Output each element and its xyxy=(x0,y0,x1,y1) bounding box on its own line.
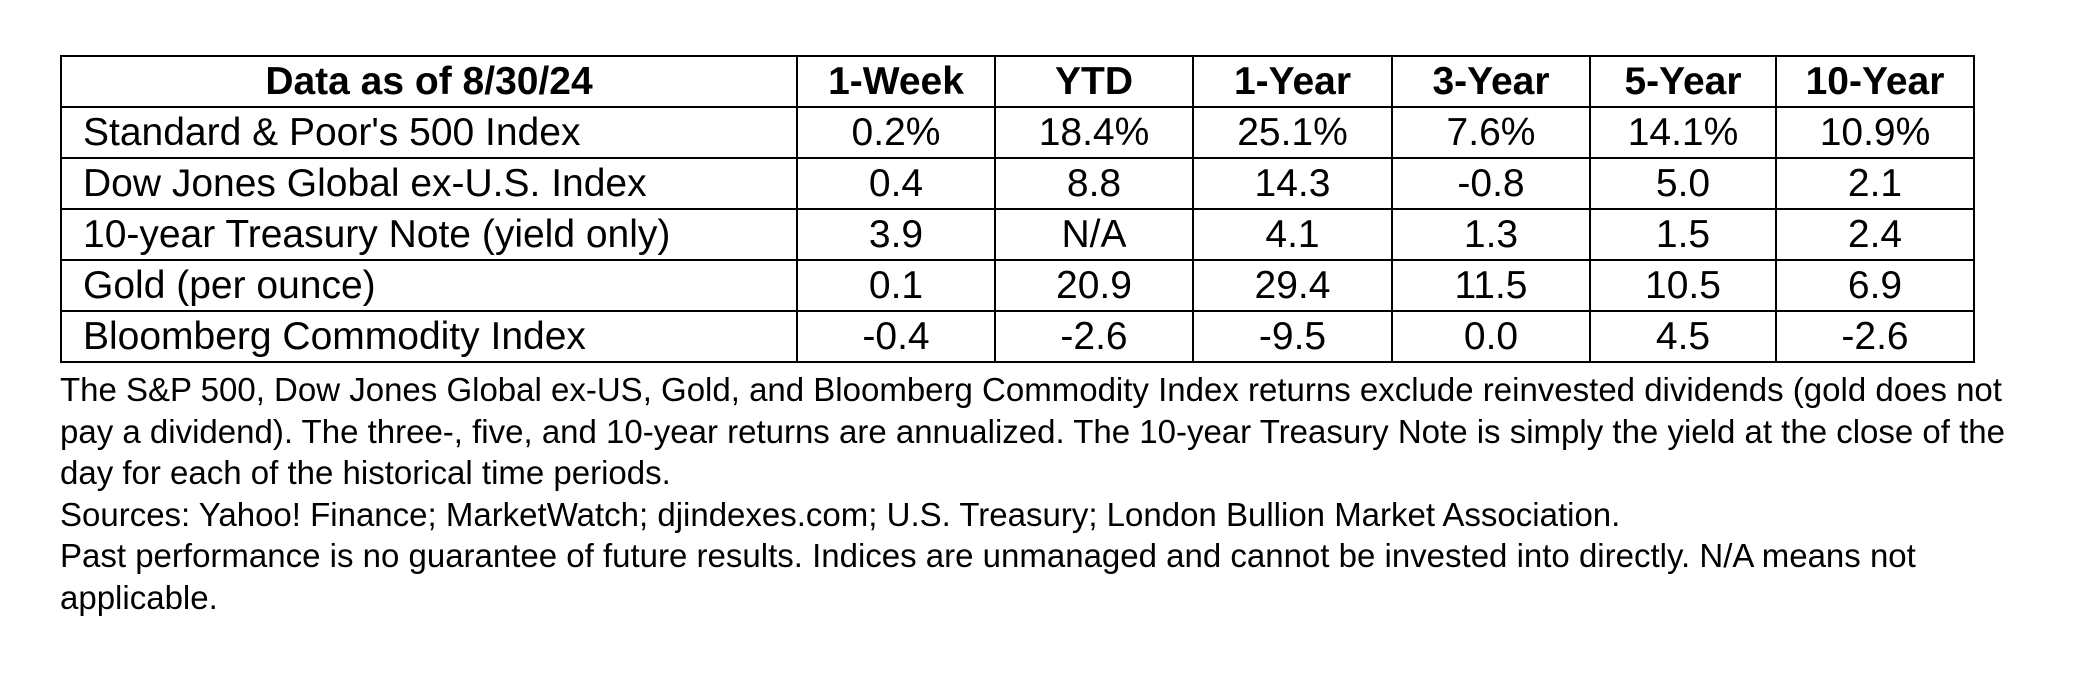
cell-value: 1.5 xyxy=(1589,208,1777,261)
row-label: Standard & Poor's 500 Index xyxy=(60,106,798,159)
cell-value: 5.0 xyxy=(1589,157,1777,210)
table-header-row: Data as of 8/30/24 1-Week YTD 1-Year 3-Y… xyxy=(60,55,1975,108)
cell-value: 0.4 xyxy=(796,157,996,210)
cell-value: 2.1 xyxy=(1775,157,1975,210)
cell-value: 29.4 xyxy=(1192,259,1393,312)
header-1-year: 1-Year xyxy=(1192,55,1393,108)
table-row: Standard & Poor's 500 Index 0.2% 18.4% 2… xyxy=(60,106,1975,159)
cell-value: 0.1 xyxy=(796,259,996,312)
cell-value: 4.5 xyxy=(1589,310,1777,363)
cell-value: 2.4 xyxy=(1775,208,1975,261)
cell-value: -2.6 xyxy=(994,310,1194,363)
row-label: Bloomberg Commodity Index xyxy=(60,310,798,363)
cell-value: 1.3 xyxy=(1391,208,1591,261)
row-label: Dow Jones Global ex-U.S. Index xyxy=(60,157,798,210)
cell-value: 10.5 xyxy=(1589,259,1777,312)
table-row: Dow Jones Global ex-U.S. Index 0.4 8.8 1… xyxy=(60,157,1975,210)
returns-table: Data as of 8/30/24 1-Week YTD 1-Year 3-Y… xyxy=(60,55,1975,363)
table-row: Bloomberg Commodity Index -0.4 -2.6 -9.5… xyxy=(60,310,1975,363)
cell-value: 4.1 xyxy=(1192,208,1393,261)
header-ytd: YTD xyxy=(994,55,1194,108)
cell-value: 20.9 xyxy=(994,259,1194,312)
cell-value: 14.1% xyxy=(1589,106,1777,159)
cell-value: 3.9 xyxy=(796,208,996,261)
cell-value: 6.9 xyxy=(1775,259,1975,312)
table-row: Gold (per ounce) 0.1 20.9 29.4 11.5 10.5… xyxy=(60,259,1975,312)
cell-value: 18.4% xyxy=(994,106,1194,159)
cell-value: -9.5 xyxy=(1192,310,1393,363)
methodology-note: The S&P 500, Dow Jones Global ex-US, Gol… xyxy=(60,371,2005,491)
cell-value: N/A xyxy=(994,208,1194,261)
header-5-year: 5-Year xyxy=(1589,55,1777,108)
cell-value: -2.6 xyxy=(1775,310,1975,363)
market-returns-document: Data as of 8/30/24 1-Week YTD 1-Year 3-Y… xyxy=(60,55,2050,618)
cell-value: 10.9% xyxy=(1775,106,1975,159)
footnotes: The S&P 500, Dow Jones Global ex-US, Gol… xyxy=(60,369,2050,618)
header-10-year: 10-Year xyxy=(1775,55,1975,108)
row-label: 10-year Treasury Note (yield only) xyxy=(60,208,798,261)
cell-value: 11.5 xyxy=(1391,259,1591,312)
cell-value: 0.2% xyxy=(796,106,996,159)
table-row: 10-year Treasury Note (yield only) 3.9 N… xyxy=(60,208,1975,261)
row-label: Gold (per ounce) xyxy=(60,259,798,312)
cell-value: 14.3 xyxy=(1192,157,1393,210)
cell-value: -0.8 xyxy=(1391,157,1591,210)
sources-note: Sources: Yahoo! Finance; MarketWatch; dj… xyxy=(60,495,1621,533)
header-date: Data as of 8/30/24 xyxy=(60,55,798,108)
cell-value: 0.0 xyxy=(1391,310,1591,363)
cell-value: -0.4 xyxy=(796,310,996,363)
cell-value: 25.1% xyxy=(1192,106,1393,159)
cell-value: 7.6% xyxy=(1391,106,1591,159)
disclaimer-note: Past performance is no guarantee of futu… xyxy=(60,537,1916,616)
header-1-week: 1-Week xyxy=(796,55,996,108)
cell-value: 8.8 xyxy=(994,157,1194,210)
header-3-year: 3-Year xyxy=(1391,55,1591,108)
